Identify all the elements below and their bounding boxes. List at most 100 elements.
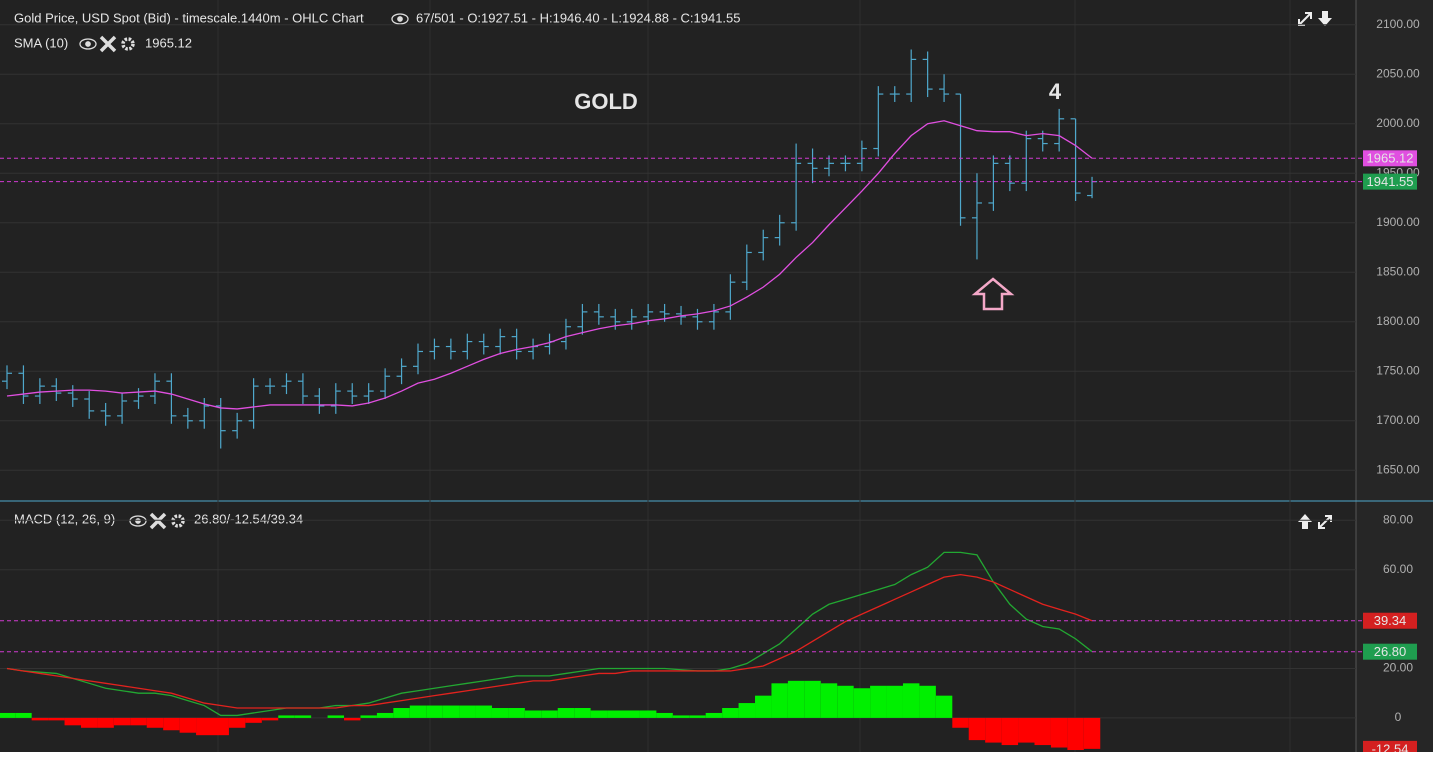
bottom-border	[0, 752, 1433, 760]
histogram-bar	[902, 683, 920, 718]
y-tick-label: 1700.00	[1376, 413, 1420, 427]
histogram-bar	[557, 708, 575, 718]
sma-last-label: 1965.12	[1367, 151, 1414, 166]
y-tick-label: 2100.00	[1376, 17, 1420, 31]
histogram-bar	[771, 683, 788, 718]
histogram-bar	[344, 717, 361, 721]
histogram-bar	[491, 708, 509, 718]
histogram-bar	[607, 710, 624, 718]
histogram-bar	[228, 717, 246, 728]
y-tick-label: 60.00	[1383, 562, 1413, 576]
sma-icons[interactable]	[79, 35, 135, 53]
histogram-bar	[113, 717, 131, 726]
signal-last-label: 39.34	[1374, 613, 1407, 628]
histogram-bar	[919, 685, 936, 718]
y-tick-label: 2050.00	[1376, 66, 1420, 80]
y-tick-label: 1650.00	[1376, 462, 1420, 476]
macd-last-box	[1363, 643, 1417, 660]
histogram-bar	[985, 717, 1002, 743]
histogram-bar	[146, 717, 164, 728]
histogram-bar	[0, 712, 16, 718]
histogram-bar	[15, 712, 32, 718]
histogram-bar	[590, 710, 608, 718]
signal-line	[6, 573, 1093, 709]
arrow-annotation	[971, 277, 1015, 311]
y-tick-label: 1900.00	[1376, 215, 1420, 229]
histogram-bar	[294, 715, 312, 718]
histogram-bar	[475, 705, 492, 718]
histogram-bar	[1067, 717, 1084, 750]
histogram-bar	[935, 695, 953, 718]
macd-info: 26.80/-12.54/39.34	[194, 511, 303, 526]
histogram-bar	[327, 715, 345, 718]
histogram-bar	[64, 717, 81, 726]
histogram-bar	[196, 717, 213, 736]
histogram-bar	[130, 717, 147, 726]
histogram-bar	[837, 685, 854, 718]
histogram-bar	[1001, 717, 1019, 746]
histogram-bar	[952, 717, 969, 728]
histogram-bar	[508, 708, 525, 718]
histogram-bar	[722, 708, 739, 718]
histogram-bar	[360, 715, 377, 718]
sma-legend: SMA (10)	[14, 35, 68, 50]
macd-last-label: 26.80	[1374, 644, 1407, 659]
y-tick-label: 20.00	[1383, 661, 1413, 675]
histogram-bar	[886, 685, 903, 718]
y-tick-label: 0	[1395, 710, 1402, 724]
histogram-bar	[1034, 717, 1051, 746]
histogram-bar	[179, 717, 197, 733]
histogram-bar	[541, 710, 558, 718]
histogram-bar	[853, 688, 871, 718]
histogram-bar	[1018, 717, 1035, 743]
histogram-bar	[426, 705, 443, 718]
histogram-bar	[442, 705, 460, 718]
signal-last-box	[1363, 612, 1417, 629]
y-tick-label: 80.00	[1383, 512, 1413, 526]
ohlc-info: 67/501 - O:1927.51 - H:1946.40 - L:1924.…	[416, 10, 741, 25]
macd-title: MACD (12, 26, 9)	[14, 511, 115, 526]
histogram-bar	[409, 705, 427, 718]
y-tick-label: 1800.00	[1376, 314, 1420, 328]
histogram-bar	[48, 717, 65, 721]
histogram-bar	[870, 685, 887, 718]
histogram-bar	[804, 680, 821, 718]
eye-icon[interactable]	[391, 13, 409, 25]
histogram-bar	[574, 708, 591, 718]
close-last-box	[1363, 173, 1417, 190]
histogram-bar	[31, 717, 49, 721]
histogram-bar	[393, 708, 410, 718]
chart-title: Gold Price, USD Spot (Bid) - timescale.1…	[14, 10, 364, 25]
histogram-bar	[623, 710, 640, 718]
histogram-bar	[524, 710, 542, 718]
close-last-label: 1941.55	[1367, 174, 1414, 189]
histogram-bar	[212, 717, 229, 736]
histogram-bar	[689, 715, 706, 718]
histogram-bar	[705, 712, 723, 718]
histogram-bar	[968, 717, 986, 741]
histogram-bar	[261, 717, 279, 721]
histogram-bar	[820, 683, 838, 718]
histogram-bar	[163, 717, 180, 731]
histogram-bar	[278, 715, 295, 718]
histogram-bar	[245, 717, 262, 723]
sma-line	[6, 120, 1093, 410]
toolbar-macd[interactable]	[1298, 514, 1332, 529]
histogram-bar	[672, 715, 690, 718]
macd-icons[interactable]	[129, 512, 185, 530]
y-tick-label: 1850.00	[1376, 264, 1420, 278]
annotation: GOLD	[574, 89, 638, 114]
macd-line	[6, 551, 1093, 717]
histogram-bar	[639, 710, 657, 718]
histogram-bar	[1050, 717, 1068, 748]
histogram-bar	[459, 705, 476, 718]
sma-legend-value: 1965.12	[145, 35, 192, 50]
histogram-bar	[787, 680, 805, 718]
histogram-bar	[656, 712, 673, 718]
histogram-bar	[80, 717, 98, 728]
y-tick-label: 2000.00	[1376, 116, 1420, 130]
histogram-bar	[1083, 717, 1101, 749]
y-tick-label: 1750.00	[1376, 363, 1420, 377]
